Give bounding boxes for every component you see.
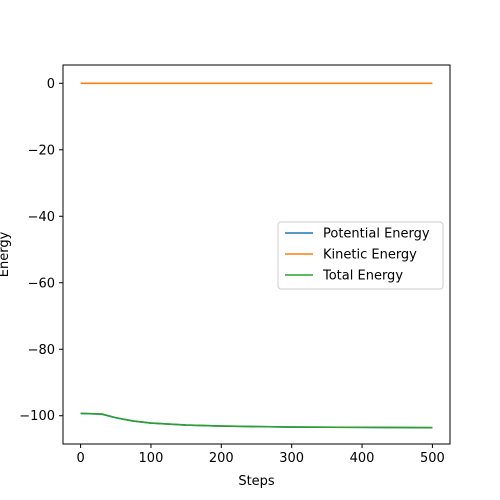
legend-label: Kinetic Energy — [323, 248, 417, 263]
legend-box — [277, 221, 444, 290]
y-tick-label: −60 — [28, 276, 55, 291]
x-axis-label: Steps — [238, 474, 275, 489]
y-tick-label: −20 — [28, 143, 55, 158]
series-layer — [80, 82, 433, 429]
y-axis-label: Energy — [0, 231, 12, 277]
legend-label: Potential Energy — [323, 227, 430, 242]
legend: Potential Energy Kinetic Energy Total Ener… — [277, 221, 444, 290]
x-tick-label: 100 — [139, 451, 164, 466]
x-tick-label: 500 — [420, 451, 445, 466]
x-tick-label: 300 — [279, 451, 304, 466]
plot-frame — [62, 64, 451, 445]
legend-label: Total Energy — [322, 269, 403, 284]
y-tick-label: −40 — [28, 210, 55, 225]
x-tick-label: 0 — [76, 451, 84, 466]
y-tick-label: −80 — [28, 343, 55, 358]
series-line-3 — [80, 412, 433, 429]
y-tick-label: 0 — [47, 77, 55, 92]
x-tick-label: 400 — [350, 451, 375, 466]
y-tick-label: −100 — [19, 409, 55, 424]
x-ticks: 0 100 200 300 400 500 — [76, 444, 445, 466]
y-ticks: 0 −20 −40 −60 −80 −100 — [19, 77, 63, 424]
x-tick-label: 200 — [209, 451, 234, 466]
